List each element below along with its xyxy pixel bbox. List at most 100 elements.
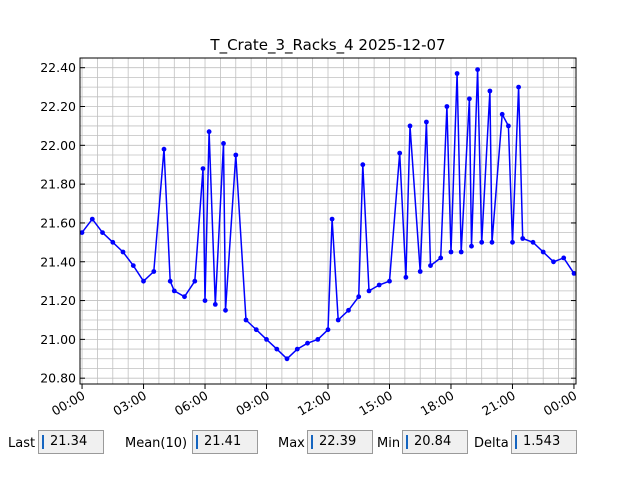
- data-point: [403, 274, 409, 280]
- data-point: [161, 146, 167, 152]
- line-chart: 20.80 21.00 21.20 21.40 21.60 21.80 22.00 22.20…: [40, 36, 580, 419]
- data-point: [100, 230, 105, 236]
- data-point: [223, 307, 228, 313]
- y-tick-label: 21.20: [40, 293, 76, 308]
- y-tick-label: 21.80: [40, 177, 76, 192]
- data-point: [438, 255, 444, 261]
- data-point: [141, 278, 146, 284]
- y-tick-label: 21.40: [40, 254, 76, 269]
- data-point: [335, 317, 341, 323]
- data-point: [428, 263, 433, 268]
- data-point: [424, 119, 429, 125]
- data-point: [130, 263, 136, 268]
- max-value-field[interactable]: 22.39: [307, 430, 373, 454]
- x-tick-label: 00:00: [49, 388, 88, 419]
- data-point: [469, 243, 474, 249]
- data-point: [200, 166, 206, 172]
- delta-value-field[interactable]: 1.543: [511, 430, 577, 454]
- last-value-field[interactable]: 21.34: [38, 430, 104, 454]
- data-point: [120, 249, 126, 255]
- data-point: [243, 317, 249, 323]
- data-point: [253, 327, 259, 333]
- data-point: [479, 239, 485, 245]
- mean-label: Mean(10): [125, 436, 188, 451]
- data-point: [487, 88, 493, 94]
- data-point: [315, 337, 321, 342]
- data-point: [448, 249, 454, 255]
- data-point: [489, 239, 495, 245]
- data-point: [171, 288, 177, 294]
- mean-value-field[interactable]: 21.41: [192, 430, 258, 454]
- delta-label: Delta: [474, 436, 509, 451]
- data-point: [305, 340, 310, 346]
- data-point: [167, 278, 173, 284]
- data-point: [212, 302, 218, 307]
- x-tick-label: 21:00: [479, 388, 518, 419]
- x-axis: 00:00 03:00 06:00 09:00 12:00 15:00 18:00 21:00…: [49, 384, 580, 419]
- data-point: [202, 298, 208, 303]
- data-point: [506, 123, 511, 129]
- data-point: [387, 278, 392, 284]
- y-tick-label: 22.20: [40, 99, 76, 114]
- x-tick-label: 09:00: [233, 388, 272, 419]
- min-value-field[interactable]: 20.84: [402, 430, 468, 454]
- y-axis: 20.80 21.00 21.20 21.40 21.60 21.80 22.00 22.20…: [40, 60, 576, 386]
- data-point: [499, 111, 505, 117]
- last-label: Last: [8, 436, 36, 451]
- data-point: [284, 356, 290, 362]
- data-point: [329, 216, 335, 222]
- data-point: [325, 327, 331, 333]
- y-tick-label: 22.00: [40, 138, 76, 153]
- data-point: [376, 282, 382, 288]
- grid: [80, 58, 576, 384]
- chart-title: T_Crate_3_Racks_4 2025-12-07: [209, 36, 445, 55]
- data-point: [192, 278, 198, 284]
- data-point: [530, 239, 536, 245]
- data-point: [233, 152, 239, 158]
- data-point: [571, 271, 577, 276]
- data-point: [458, 249, 464, 255]
- data-point: [151, 269, 157, 274]
- data-point: [407, 123, 413, 129]
- data-point: [454, 71, 460, 76]
- data-point: [360, 162, 366, 168]
- data-point: [540, 249, 546, 255]
- data-point: [516, 84, 521, 90]
- x-tick-label: 00:00: [541, 388, 580, 419]
- data-point: [510, 239, 515, 245]
- data-point: [356, 294, 362, 300]
- data-point: [221, 141, 226, 146]
- y-tick-label: 22.40: [40, 60, 76, 75]
- x-tick-label: 03:00: [110, 388, 149, 419]
- data-point: [561, 255, 567, 261]
- min-label: Min: [377, 436, 401, 451]
- y-tick-label: 20.80: [40, 371, 76, 386]
- y-tick-label: 21.60: [40, 215, 76, 230]
- x-tick-label: 12:00: [295, 388, 334, 419]
- data-point: [551, 259, 556, 265]
- data-point: [366, 288, 372, 294]
- data-point: [182, 294, 187, 300]
- data-point: [79, 230, 85, 236]
- data-point: [346, 307, 351, 313]
- data-point: [264, 337, 269, 342]
- data-point: [475, 67, 480, 72]
- data-point: [417, 269, 423, 274]
- data-point: [89, 216, 95, 222]
- max-label: Max: [278, 436, 305, 451]
- y-tick-label: 21.00: [40, 332, 76, 347]
- data-point: [294, 346, 300, 352]
- data-point: [274, 346, 280, 352]
- series-line: [81, 68, 575, 360]
- x-tick-label: 06:00: [172, 388, 211, 419]
- data-point: [467, 96, 472, 102]
- data-point: [206, 129, 212, 135]
- data-point: [444, 104, 450, 109]
- series-group: [79, 67, 577, 362]
- data-point: [397, 150, 403, 156]
- x-tick-label: 18:00: [418, 388, 457, 419]
- data-point: [520, 236, 526, 241]
- data-point: [110, 239, 116, 245]
- x-tick-label: 15:00: [356, 388, 395, 419]
- stats-bar: Last 21.34 Mean(10) 21.41 Max 22.39 Min …: [0, 428, 640, 458]
